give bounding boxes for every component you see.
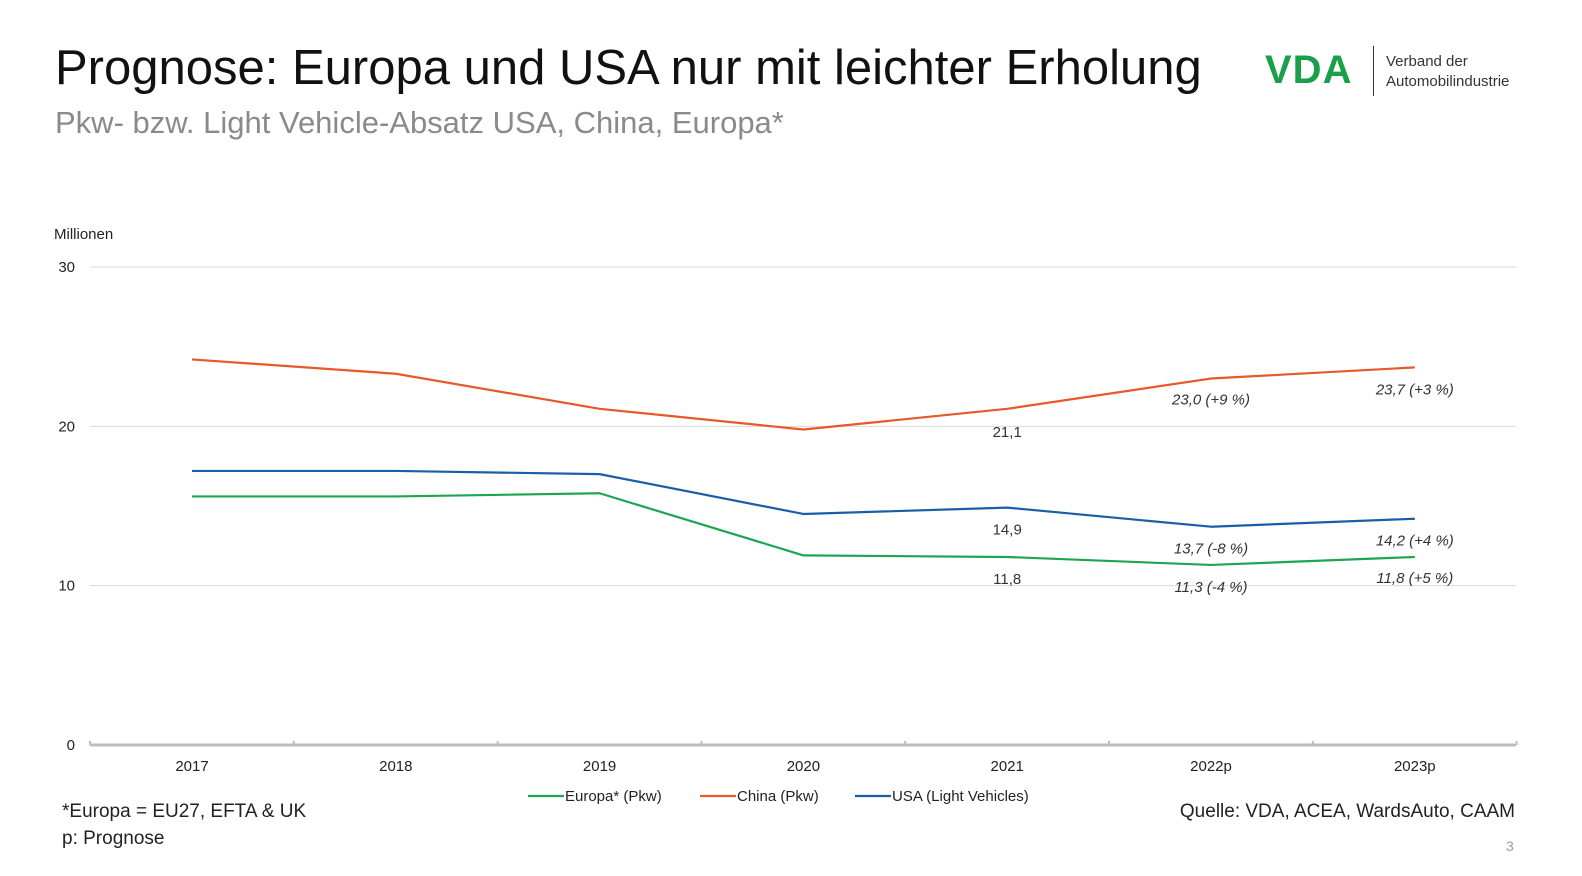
series-line-0: [192, 492, 1415, 567]
legend-label-0: Europa* (Pkw): [565, 788, 662, 805]
page-number: 3: [1506, 838, 1514, 854]
x-tick-label: 2021: [991, 758, 1024, 775]
logo-text-line-1: Verband der: [1386, 53, 1468, 70]
series-line-1: [191, 358, 1415, 431]
source-note: Quelle: VDA, ACEA, WardsAuto, CAAM: [1179, 801, 1515, 822]
data-label: 11,8: [993, 571, 1021, 588]
y-tick-label-30: 30: [58, 259, 75, 276]
slide-subtitle: Pkw- bzw. Light Vehicle-Absatz USA, Chin…: [55, 105, 784, 140]
data-label: 21,1: [993, 424, 1022, 441]
logo-divider: [1373, 46, 1374, 96]
data-label: 13,7 (-8 %): [1174, 541, 1248, 558]
data-label: 23,7 (+3 %): [1375, 381, 1454, 398]
footnote-prognose: p: Prognose: [62, 828, 165, 849]
data-label: 14,2 (+4 %): [1376, 533, 1454, 550]
legend-label-2: USA (Light Vehicles): [892, 788, 1029, 805]
y-axis-label: Millionen: [54, 226, 113, 243]
x-tick-label: 2023p: [1394, 758, 1436, 775]
series-line-2: [192, 469, 1415, 528]
x-tick-label: 2020: [787, 758, 820, 775]
slide-title: Prognose: Europa und USA nur mit leichte…: [55, 41, 1202, 95]
y-tick-label-20: 20: [58, 418, 75, 435]
vda-logo-text: Verband der Automobilindustrie: [1386, 52, 1509, 92]
x-tick-label: 2017: [175, 758, 208, 775]
y-tick-label-0: 0: [67, 737, 75, 754]
logo-text-line-2: Automobilindustrie: [1386, 73, 1510, 90]
data-label: 11,8 (+5 %): [1376, 570, 1453, 587]
data-label: 23,0 (+9 %): [1171, 392, 1250, 409]
data-label: 11,3 (-4 %): [1174, 579, 1247, 596]
x-tick-label: 2019: [583, 758, 616, 775]
vda-logo-mark: VDA: [1265, 48, 1353, 92]
x-tick-label: 2018: [379, 758, 412, 775]
y-tick-label-10: 10: [58, 578, 75, 595]
footnote-europa: *Europa = EU27, EFTA & UK: [62, 801, 307, 822]
vda-logo: VDA Verband der Automobilindustrie: [1262, 44, 1522, 100]
x-tick-label: 2022p: [1190, 758, 1232, 775]
data-label: 14,9: [993, 522, 1022, 539]
legend-label-1: China (Pkw): [737, 788, 819, 805]
